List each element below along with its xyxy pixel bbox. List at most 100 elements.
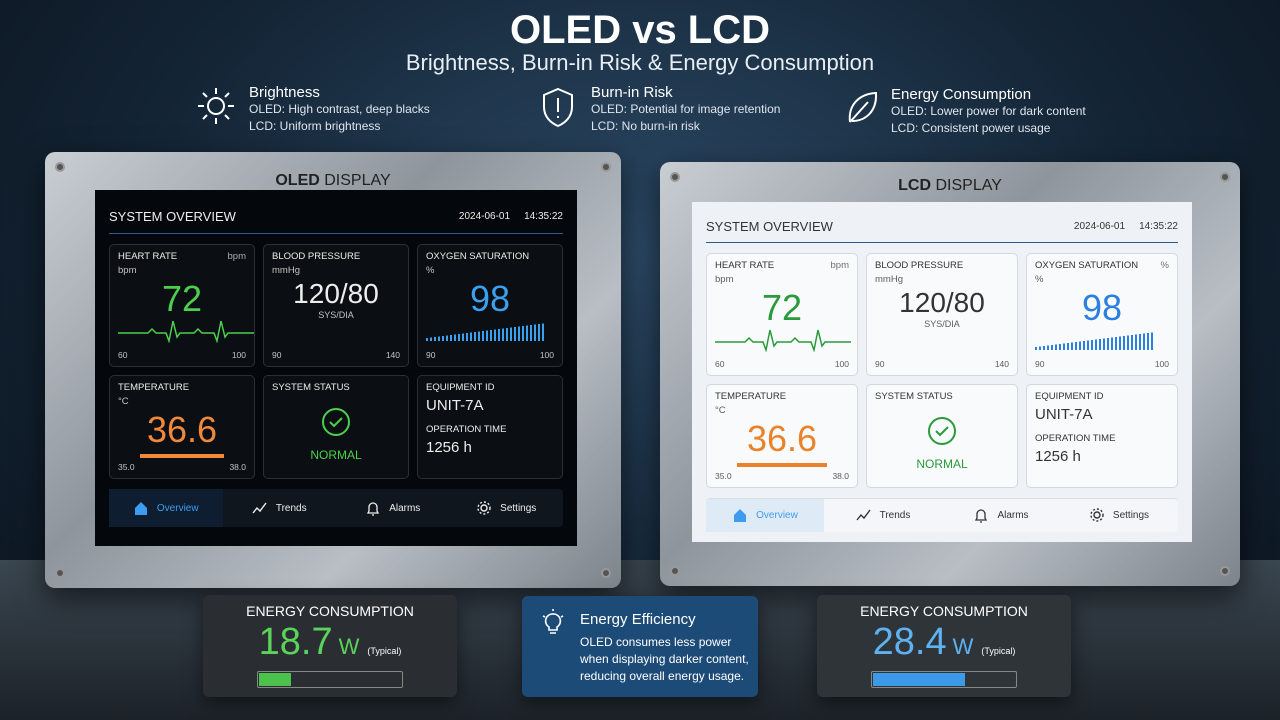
heart-rate-card: HEART RATE bpm bpm 72 60 100: [706, 252, 858, 376]
decor-path: [542, 609, 564, 634]
nav-label: Overview: [156, 502, 199, 514]
leaf-icon: [848, 91, 878, 123]
bar-deco: [438, 336, 440, 341]
feature-line: OLED: Lower power for dark content: [891, 104, 1086, 118]
value-sub: SYS/DIA: [924, 318, 960, 329]
bar-deco: [1075, 341, 1077, 350]
nav-label: Trends: [275, 502, 307, 514]
temp-line: [140, 454, 224, 458]
bar-deco: [1115, 336, 1117, 350]
battery-fill: [873, 673, 965, 686]
decor-path: [198, 88, 234, 124]
efficiency-panel: Energy Efficiency OLED consumes less pow…: [522, 596, 758, 697]
card-label: OPERATION TIME: [426, 424, 507, 435]
bar-deco: [1055, 344, 1057, 350]
decor-circle: [477, 501, 491, 515]
operation-time: 1256 h: [1035, 447, 1081, 465]
decor-path: [848, 91, 878, 123]
bar-deco: [478, 331, 480, 341]
decor-circle: [928, 416, 956, 445]
heart-rate-card: HEART RATE bpm bpm 72 60 100: [109, 244, 255, 367]
nav-icon: [734, 509, 747, 523]
energy-value-row: 28.4 W (Typical): [817, 621, 1071, 664]
lcd-screen: SYSTEM OVERVIEW 2024-06-01 14:35:22 HEART R…: [692, 202, 1192, 542]
bar-deco: [1111, 337, 1113, 350]
oxygen-bars: [426, 321, 554, 343]
value: 120/80: [899, 286, 985, 318]
energy-note: (Typical): [367, 646, 402, 656]
nav-item[interactable]: Trends: [824, 499, 942, 532]
screw: [1220, 172, 1230, 182]
decor-g: [848, 91, 878, 123]
nav-label: Overview: [756, 509, 798, 521]
equipment-card: EQUIPMENT ID UNIT-7A OPERATION TIME 1256 h: [1026, 383, 1178, 488]
unit: bpm: [118, 265, 137, 276]
energy-unit: W: [952, 634, 974, 659]
nav-item[interactable]: Alarms: [942, 499, 1060, 532]
decor-path: [329, 417, 343, 428]
bar-deco: [450, 335, 452, 341]
ecg-svg: [715, 329, 851, 353]
card-label: BLOOD PRESSURE: [875, 259, 964, 271]
nav-item[interactable]: Settings: [450, 489, 564, 527]
time: 14:35:22: [524, 211, 563, 222]
display-suffix: DISPLAY: [324, 172, 391, 189]
nav-item[interactable]: Overview: [706, 498, 824, 532]
decor-path: [856, 509, 871, 521]
range-max: 100: [231, 350, 246, 360]
display-label: OLED DISPLAY: [45, 172, 621, 190]
ecg-svg: [118, 320, 254, 344]
efficiency-text: OLED consumes less power when displaying …: [580, 634, 749, 685]
range-max: 140: [385, 350, 400, 360]
bar-deco: [1071, 342, 1073, 350]
energy-panel: ENERGY CONSUMPTION 28.4 W (Typical): [817, 595, 1071, 697]
bar-deco: [494, 329, 496, 341]
oled-screen: SYSTEM OVERVIEW 2024-06-01 14:35:22 HEART R…: [95, 190, 577, 546]
nav-icon: [975, 509, 988, 523]
date: 2024-06-01: [1073, 221, 1126, 233]
bar-deco: [518, 326, 520, 341]
unit: %: [426, 265, 435, 276]
decor-path: [849, 101, 869, 123]
decor-path: [715, 329, 851, 353]
sun-icon: [198, 88, 234, 124]
card-label: TEMPERATURE: [715, 390, 787, 402]
unit: °C: [118, 396, 129, 407]
screw: [1220, 566, 1230, 576]
nav-label: Trends: [879, 509, 911, 521]
range-max: 140: [994, 358, 1009, 369]
card-label: OXYGEN SATURATION: [1035, 259, 1139, 271]
feature-line: OLED: Potential for image retention: [591, 102, 781, 116]
range-min: 60: [118, 350, 128, 360]
bar-deco: [482, 331, 484, 341]
nav-item[interactable]: Trends: [223, 489, 337, 527]
nav-item[interactable]: Settings: [1060, 499, 1178, 532]
bar-deco: [466, 333, 468, 341]
decor-path: [543, 87, 573, 128]
bulb-icon: [542, 609, 564, 634]
decor-g: [542, 609, 564, 634]
bar-deco: [510, 327, 512, 341]
decor-path: [367, 502, 380, 516]
bar-deco: [1119, 336, 1121, 350]
bar-deco: [1063, 343, 1065, 350]
oxygen-card: OXYGEN SATURATION% 98 90 100: [417, 244, 563, 367]
bar-deco: [1035, 346, 1037, 350]
card-label: OPERATION TIME: [1035, 432, 1116, 444]
nav-item[interactable]: Alarms: [336, 489, 450, 527]
bar-deco: [1147, 332, 1149, 350]
bar-deco: [1123, 335, 1125, 350]
bars-svg: [1035, 332, 1153, 350]
feature: Energy Consumption OLED: Lower power for …: [891, 86, 1086, 137]
bar-deco: [1051, 344, 1053, 350]
card-label: EQUIPMENT ID: [1035, 390, 1104, 402]
value: 72: [161, 278, 203, 319]
bar-deco: [1083, 340, 1085, 350]
nav-item[interactable]: Overview: [109, 489, 223, 527]
bar-deco: [1107, 337, 1109, 350]
subtitle: Brightness, Burn-in Risk & Energy Consum…: [405, 50, 875, 75]
efficiency-title: Energy Efficiency: [580, 611, 696, 628]
bar-deco: [1047, 345, 1049, 350]
efficiency-line: when displaying darker content,: [580, 652, 749, 666]
nav-icon: [1090, 508, 1104, 523]
